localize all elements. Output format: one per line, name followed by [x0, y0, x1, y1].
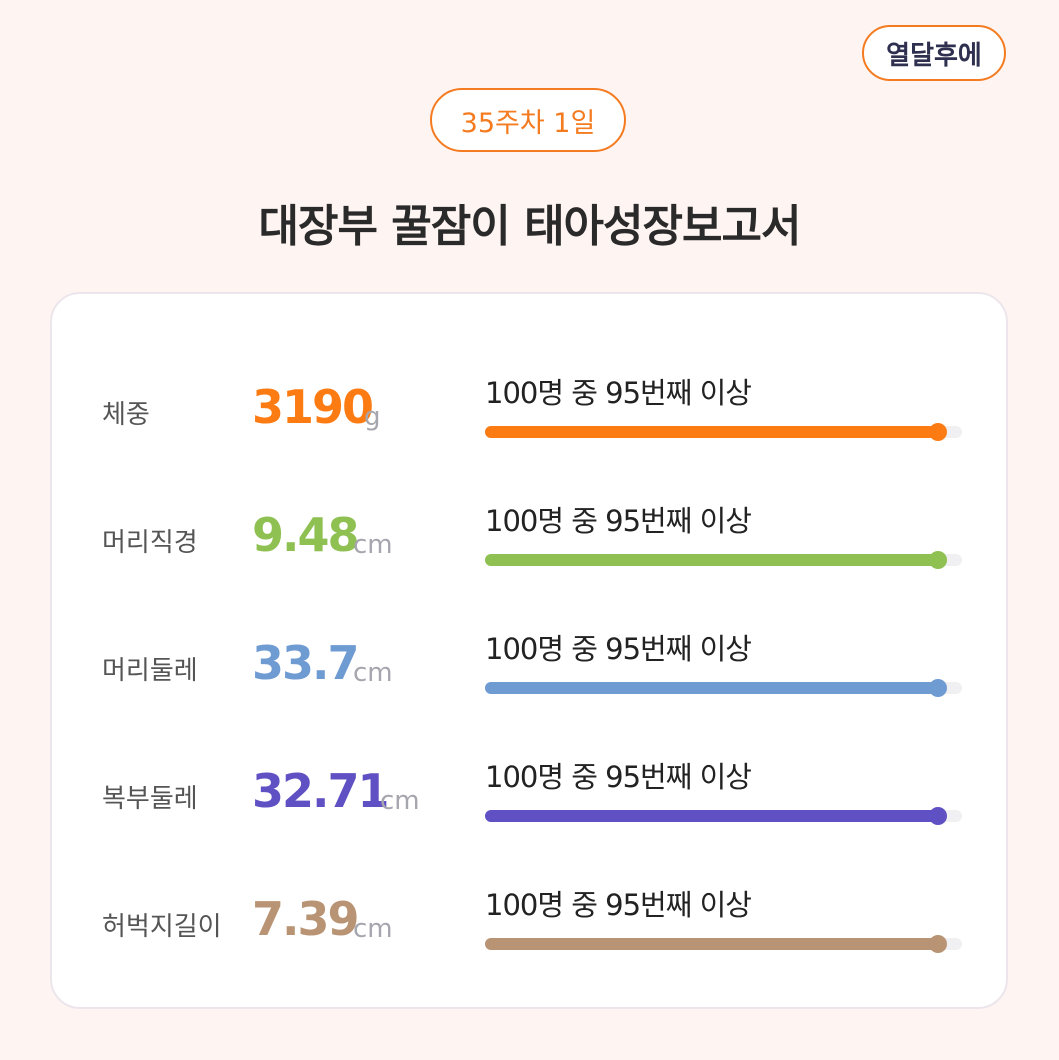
- measurement-row-femur-length: 허벅지길이 7.39 cm 100명 중 95번째 이상: [52, 886, 1006, 986]
- measurement-unit: cm: [380, 786, 420, 816]
- percentile-bar: [485, 679, 962, 697]
- percentile-marker: [929, 807, 948, 825]
- measurement-value: 9.48: [252, 508, 359, 562]
- measurement-label: 머리둘레: [102, 656, 198, 686]
- measurement-row-abdominal-circumference: 복부둘레 32.71 cm 100명 중 95번째 이상: [52, 758, 1006, 858]
- percentile-bar: [485, 551, 962, 569]
- growth-report-card: 체중 3190 g 100명 중 95번째 이상 머리직경 9.48 cm 10…: [50, 292, 1008, 1009]
- percentile-bar: [485, 935, 962, 953]
- measurement-label: 허벅지길이: [102, 912, 222, 942]
- percentile-text: 100명 중 95번째 이상: [485, 376, 752, 410]
- percentile-marker: [929, 551, 948, 569]
- measurement-row-weight: 체중 3190 g 100명 중 95번째 이상: [52, 374, 1006, 474]
- page-title: 대장부 꿀잠이 태아성장보고서: [258, 201, 802, 252]
- percentile-text: 100명 중 95번째 이상: [485, 504, 752, 538]
- percentile-bar: [485, 807, 962, 825]
- percentile-bar: [485, 423, 962, 441]
- measurement-label: 머리직경: [102, 528, 198, 558]
- percentile-bar-fill: [485, 938, 939, 950]
- percentile-text: 100명 중 95번째 이상: [485, 632, 752, 666]
- percentile-text: 100명 중 95번째 이상: [485, 760, 752, 794]
- percentile-marker: [929, 679, 948, 697]
- percentile-text: 100명 중 95번째 이상: [485, 888, 752, 922]
- percentile-marker: [929, 935, 948, 953]
- measurement-unit: cm: [353, 658, 393, 688]
- measurement-value: 7.39: [252, 892, 359, 946]
- measurement-row-head-diameter: 머리직경 9.48 cm 100명 중 95번째 이상: [52, 502, 1006, 602]
- percentile-bar-fill: [485, 426, 939, 438]
- percentile-marker: [929, 423, 948, 441]
- measurement-label: 복부둘레: [102, 784, 198, 814]
- brand-button[interactable]: 열달후에: [862, 25, 1006, 81]
- measurement-value: 32.71: [252, 764, 390, 818]
- measurement-label: 체중: [102, 400, 150, 430]
- measurement-unit: g: [364, 402, 381, 432]
- percentile-bar-fill: [485, 810, 939, 822]
- percentile-bar-fill: [485, 682, 939, 694]
- measurement-value: 33.7: [252, 636, 359, 690]
- measurement-value: 3190: [252, 380, 374, 434]
- measurement-unit: cm: [353, 530, 393, 560]
- measurement-unit: cm: [353, 914, 393, 944]
- measurement-row-head-circumference: 머리둘레 33.7 cm 100명 중 95번째 이상: [52, 630, 1006, 730]
- percentile-bar-fill: [485, 554, 939, 566]
- week-badge: 35주차 1일: [430, 88, 626, 152]
